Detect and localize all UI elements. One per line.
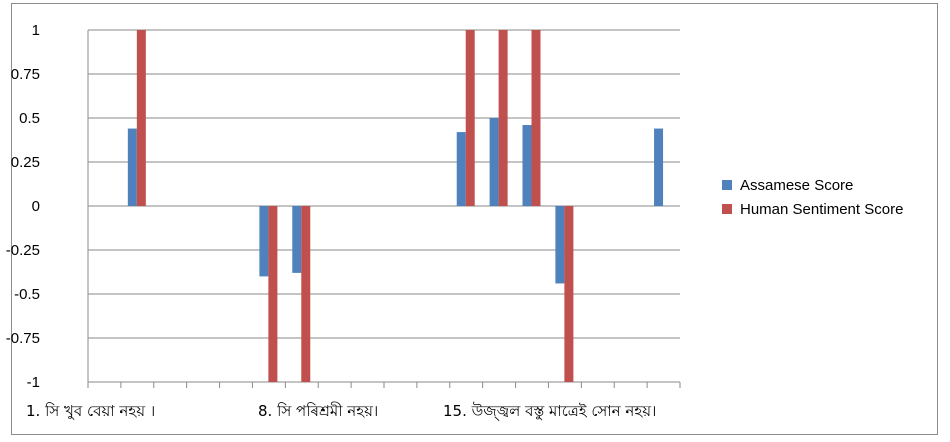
assamese-score-bar [292, 206, 302, 273]
legend-swatch [722, 204, 732, 214]
human-sentiment-bar [268, 206, 278, 382]
y-tick-label: 0.25 [11, 154, 40, 171]
assamese-score-bar [489, 118, 499, 206]
category-label: 15. উজ্জ্বল বস্তু মাত্ৰেই সোন নহয়। [443, 402, 656, 421]
assamese-score-bar [456, 132, 466, 206]
legend-label: Assamese Score [740, 177, 853, 194]
category-labels: 1. সি খুব বেয়া নহয় । 8. সি পৰিশ্ৰমী নহয… [26, 402, 656, 421]
axes [87, 30, 681, 388]
y-tick-label: 0.75 [11, 66, 40, 83]
category-label: 8. সি পৰিশ্ৰমী নহয়। [258, 402, 378, 420]
human-sentiment-bar [136, 30, 146, 206]
human-sentiment-bar [531, 30, 541, 206]
assamese-score-bar [555, 206, 565, 284]
y-tick-label: 0 [32, 198, 40, 215]
human-sentiment-bar [465, 30, 475, 206]
y-tick-label: -0.5 [14, 286, 40, 303]
category-label: 1. সি খুব বেয়া নহয় । [26, 402, 155, 420]
y-tick-label: 1 [32, 22, 40, 39]
human-sentiment-bar [498, 30, 508, 206]
assamese-score-bar [522, 125, 532, 206]
assamese-score-bar [654, 128, 664, 206]
legend-swatch [722, 180, 732, 190]
gridlines [88, 29, 680, 383]
legend: Assamese Score Human Sentiment Score [722, 177, 903, 218]
assamese-score-bar [127, 128, 137, 206]
y-tick-label: -0.75 [6, 330, 40, 347]
y-tick-labels: 1 0.75 0.5 0.25 0 -0.25 -0.5 -0.75 -1 [6, 22, 40, 391]
legend-label: Human Sentiment Score [740, 201, 903, 218]
y-tick-label: 0.5 [19, 110, 40, 127]
human-sentiment-bar [301, 206, 311, 382]
human-sentiment-bar [564, 206, 574, 382]
y-tick-label: -0.25 [6, 242, 40, 259]
assamese-score-bar [259, 206, 269, 277]
y-tick-label: -1 [27, 374, 40, 391]
bars [127, 30, 664, 382]
